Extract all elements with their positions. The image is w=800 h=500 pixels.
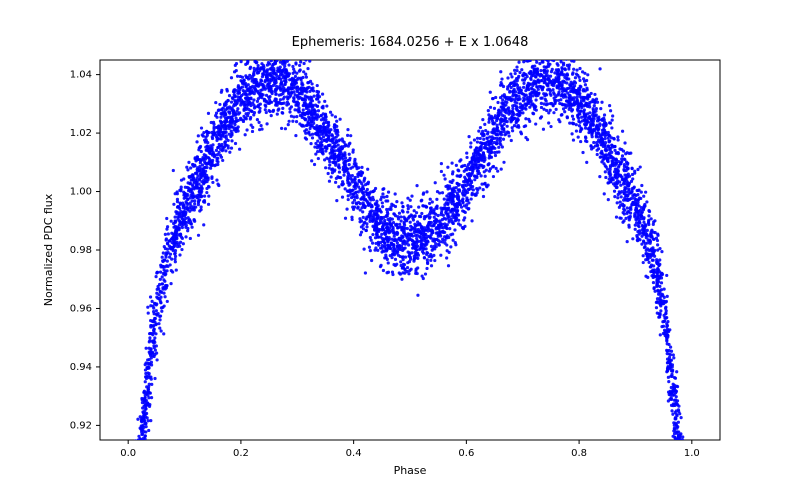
x-axis-label: Phase — [394, 464, 427, 477]
x-tick-label: 0.4 — [346, 448, 362, 459]
y-tick-label: 1.00 — [70, 187, 92, 198]
x-tick-label: 0.2 — [233, 448, 249, 459]
x-tick-label: 0.0 — [120, 448, 136, 459]
y-tick-label: 0.96 — [70, 303, 92, 314]
x-tick-label: 0.6 — [458, 448, 474, 459]
y-tick-label: 1.04 — [70, 70, 92, 81]
y-tick-label: 0.92 — [70, 420, 92, 431]
y-tick-label: 1.02 — [70, 128, 92, 139]
y-axis-label: Normalized PDC flux — [42, 193, 55, 306]
figure-container: 0.0 0.2 0.4 0.6 0.8 1.0 0.92 0.94 0.96 0.98 1.00 1.… — [0, 0, 800, 500]
chart-title: Ephemeris: 1684.0256 + E x 1.0648 — [292, 35, 529, 50]
x-tick-label: 0.8 — [571, 448, 587, 459]
y-tick-label: 0.98 — [70, 245, 92, 256]
x-tick-label: 1.0 — [684, 448, 700, 459]
scatter-chart: 0.0 0.2 0.4 0.6 0.8 1.0 0.92 0.94 0.96 0.98 1.00 1.… — [0, 0, 800, 500]
y-tick-label: 0.94 — [70, 362, 92, 373]
